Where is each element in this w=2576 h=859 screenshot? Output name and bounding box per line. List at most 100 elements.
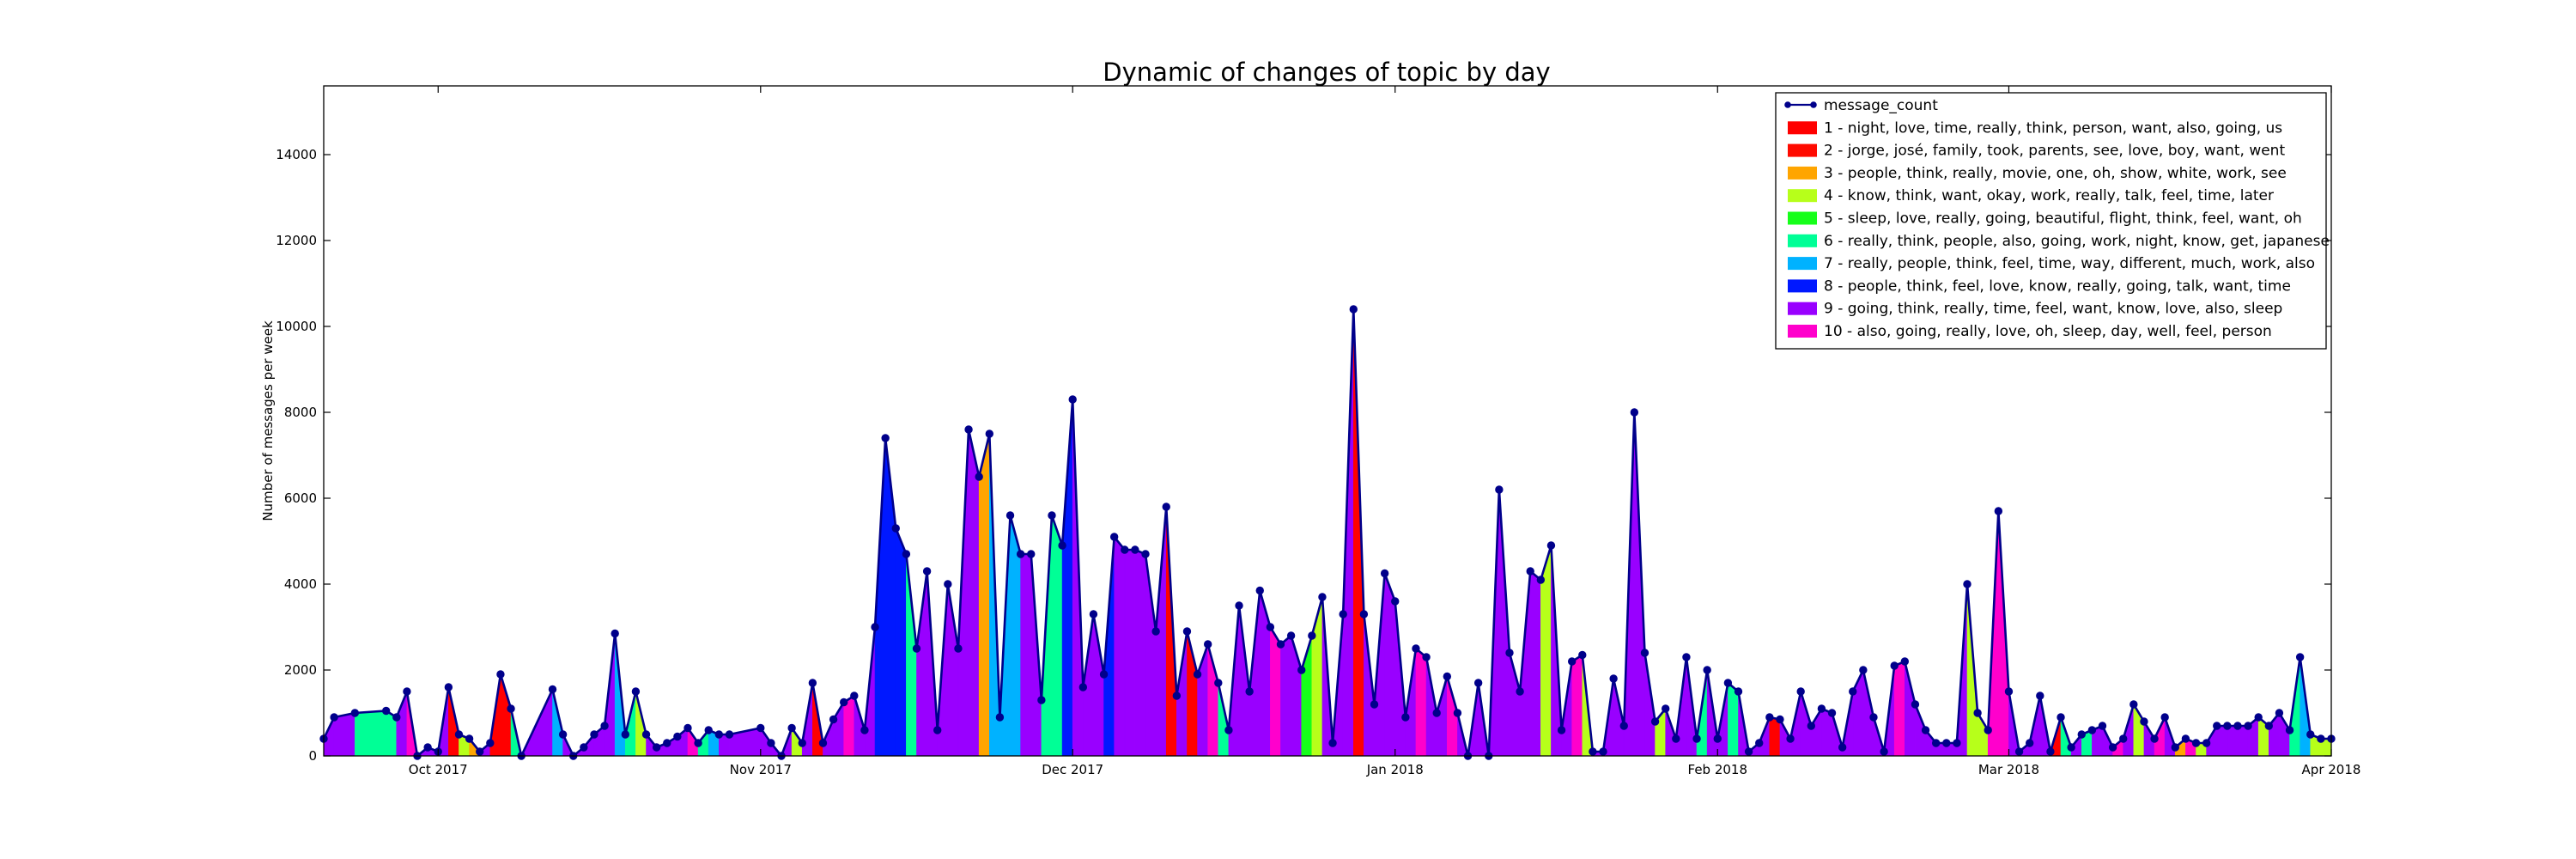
message-count-point [1859, 666, 1868, 674]
message-count-point [2004, 687, 2014, 696]
message-count-point [995, 713, 1005, 722]
message-count-point [1412, 644, 1420, 653]
message-count-point [683, 723, 692, 733]
message-count-point [1723, 679, 1733, 687]
message-count-point [2036, 691, 2044, 700]
message-count-point [631, 687, 641, 696]
message-count-point [1765, 713, 1774, 722]
message-count-point [1380, 569, 1389, 578]
message-count-point [2213, 722, 2221, 730]
message-count-point [1370, 700, 1379, 709]
x-tick-label: Dec 2017 [1042, 762, 1103, 777]
message-count-point [1619, 722, 1628, 730]
message-count-point [1048, 511, 1056, 520]
message-count-point [1068, 395, 1077, 404]
message-count-point [1849, 687, 1857, 696]
message-count-point [1141, 550, 1150, 558]
message-count-point [444, 683, 453, 691]
topic-area-segment [1061, 399, 1073, 757]
message-count-point [2317, 734, 2325, 743]
legend-swatch [1788, 121, 1817, 135]
topic-area-segment [1529, 570, 1541, 757]
message-count-point [860, 726, 869, 734]
message-count-point [2244, 722, 2252, 730]
topic-area-segment [2227, 725, 2239, 757]
message-count-point [1599, 747, 1607, 756]
message-count-point [548, 685, 557, 694]
y-tick-label: 2000 [284, 662, 317, 678]
message-count-point [2233, 722, 2242, 730]
message-count-point [714, 730, 724, 739]
message-count-point [2171, 743, 2179, 752]
message-count-point [2160, 713, 2169, 722]
x-tick-label: Oct 2017 [409, 762, 468, 777]
message-count-point [350, 709, 360, 717]
y-tick-label: 0 [308, 748, 317, 764]
message-count-point [1245, 687, 1254, 696]
message-count-point [1214, 679, 1223, 687]
message-count-point [1131, 545, 1139, 554]
legend-entry: 5 - sleep, love, really, going, beautifu… [1824, 210, 2302, 228]
legend-entry-message-count: message_count [1824, 97, 1938, 114]
legend-entry: 9 - going, think, really, time, feel, wa… [1824, 301, 2282, 318]
topic-area-segment [396, 691, 408, 757]
message-count-point [1744, 747, 1753, 756]
message-count-point [1121, 545, 1129, 554]
message-count-point [1589, 747, 1597, 756]
legend-swatch [1788, 279, 1817, 293]
legend-box [1775, 92, 2327, 350]
message-count-point [1546, 541, 1556, 550]
message-count-point [1984, 726, 1992, 734]
topic-area-segment [906, 553, 917, 757]
x-tick-label: Feb 2018 [1688, 762, 1748, 777]
topic-area-segment [1020, 553, 1032, 757]
message-count-point [2275, 709, 2284, 717]
message-count-point [2254, 713, 2263, 722]
message-count-markers [319, 305, 2336, 760]
topic-area-segment [1124, 549, 1136, 757]
message-count-point [1900, 657, 1910, 666]
message-count-point [1172, 691, 1182, 700]
message-count-point [1193, 670, 1202, 679]
topic-area-segment [2237, 725, 2249, 757]
legend-entry: 7 - really, people, think, feel, time, w… [1824, 255, 2315, 272]
message-count-point [1557, 726, 1566, 734]
message-count-point [829, 715, 838, 724]
topic-area-segment [978, 433, 990, 757]
legend-entry: 2 - jorge, josé, family, took, parents, … [1824, 143, 2285, 160]
message-count-point [1027, 550, 1036, 558]
chart-title: Dynamic of changes of topic by day [1103, 58, 1550, 87]
message-count-point [1526, 567, 1534, 576]
legend-swatch [1788, 325, 1817, 338]
message-count-point [704, 726, 713, 734]
message-count-point [1235, 601, 1243, 610]
message-count-point [2057, 713, 2065, 722]
message-count-point [725, 730, 734, 739]
message-count-point [1931, 739, 1941, 747]
message-count-point [985, 430, 993, 438]
message-count-point [1005, 511, 1015, 520]
message-count-point [2140, 717, 2148, 726]
message-count-point [673, 732, 682, 741]
message-count-point [1963, 580, 1971, 588]
message-count-point [1203, 640, 1212, 649]
message-count-point [1151, 627, 1160, 636]
x-tick-label: Jan 2018 [1366, 762, 1424, 777]
topic-area-segment [1893, 661, 1905, 757]
plot-frame [323, 85, 2332, 757]
message-count-point [2129, 700, 2138, 709]
message-count-point [1391, 597, 1400, 606]
message-count-point [1640, 649, 1649, 657]
message-count-point [1016, 550, 1025, 558]
y-tick-label: 6000 [284, 490, 317, 506]
message-count-point [964, 425, 973, 434]
y-tick-label: 4000 [284, 576, 317, 592]
message-count-point [2191, 739, 2201, 747]
topic-area-segment [1145, 553, 1157, 757]
message-count-point [1630, 408, 1639, 417]
message-count-point [1682, 653, 1691, 661]
message-count-point [2025, 739, 2034, 747]
message-count-point [954, 644, 963, 653]
legend-swatch [1788, 166, 1817, 180]
